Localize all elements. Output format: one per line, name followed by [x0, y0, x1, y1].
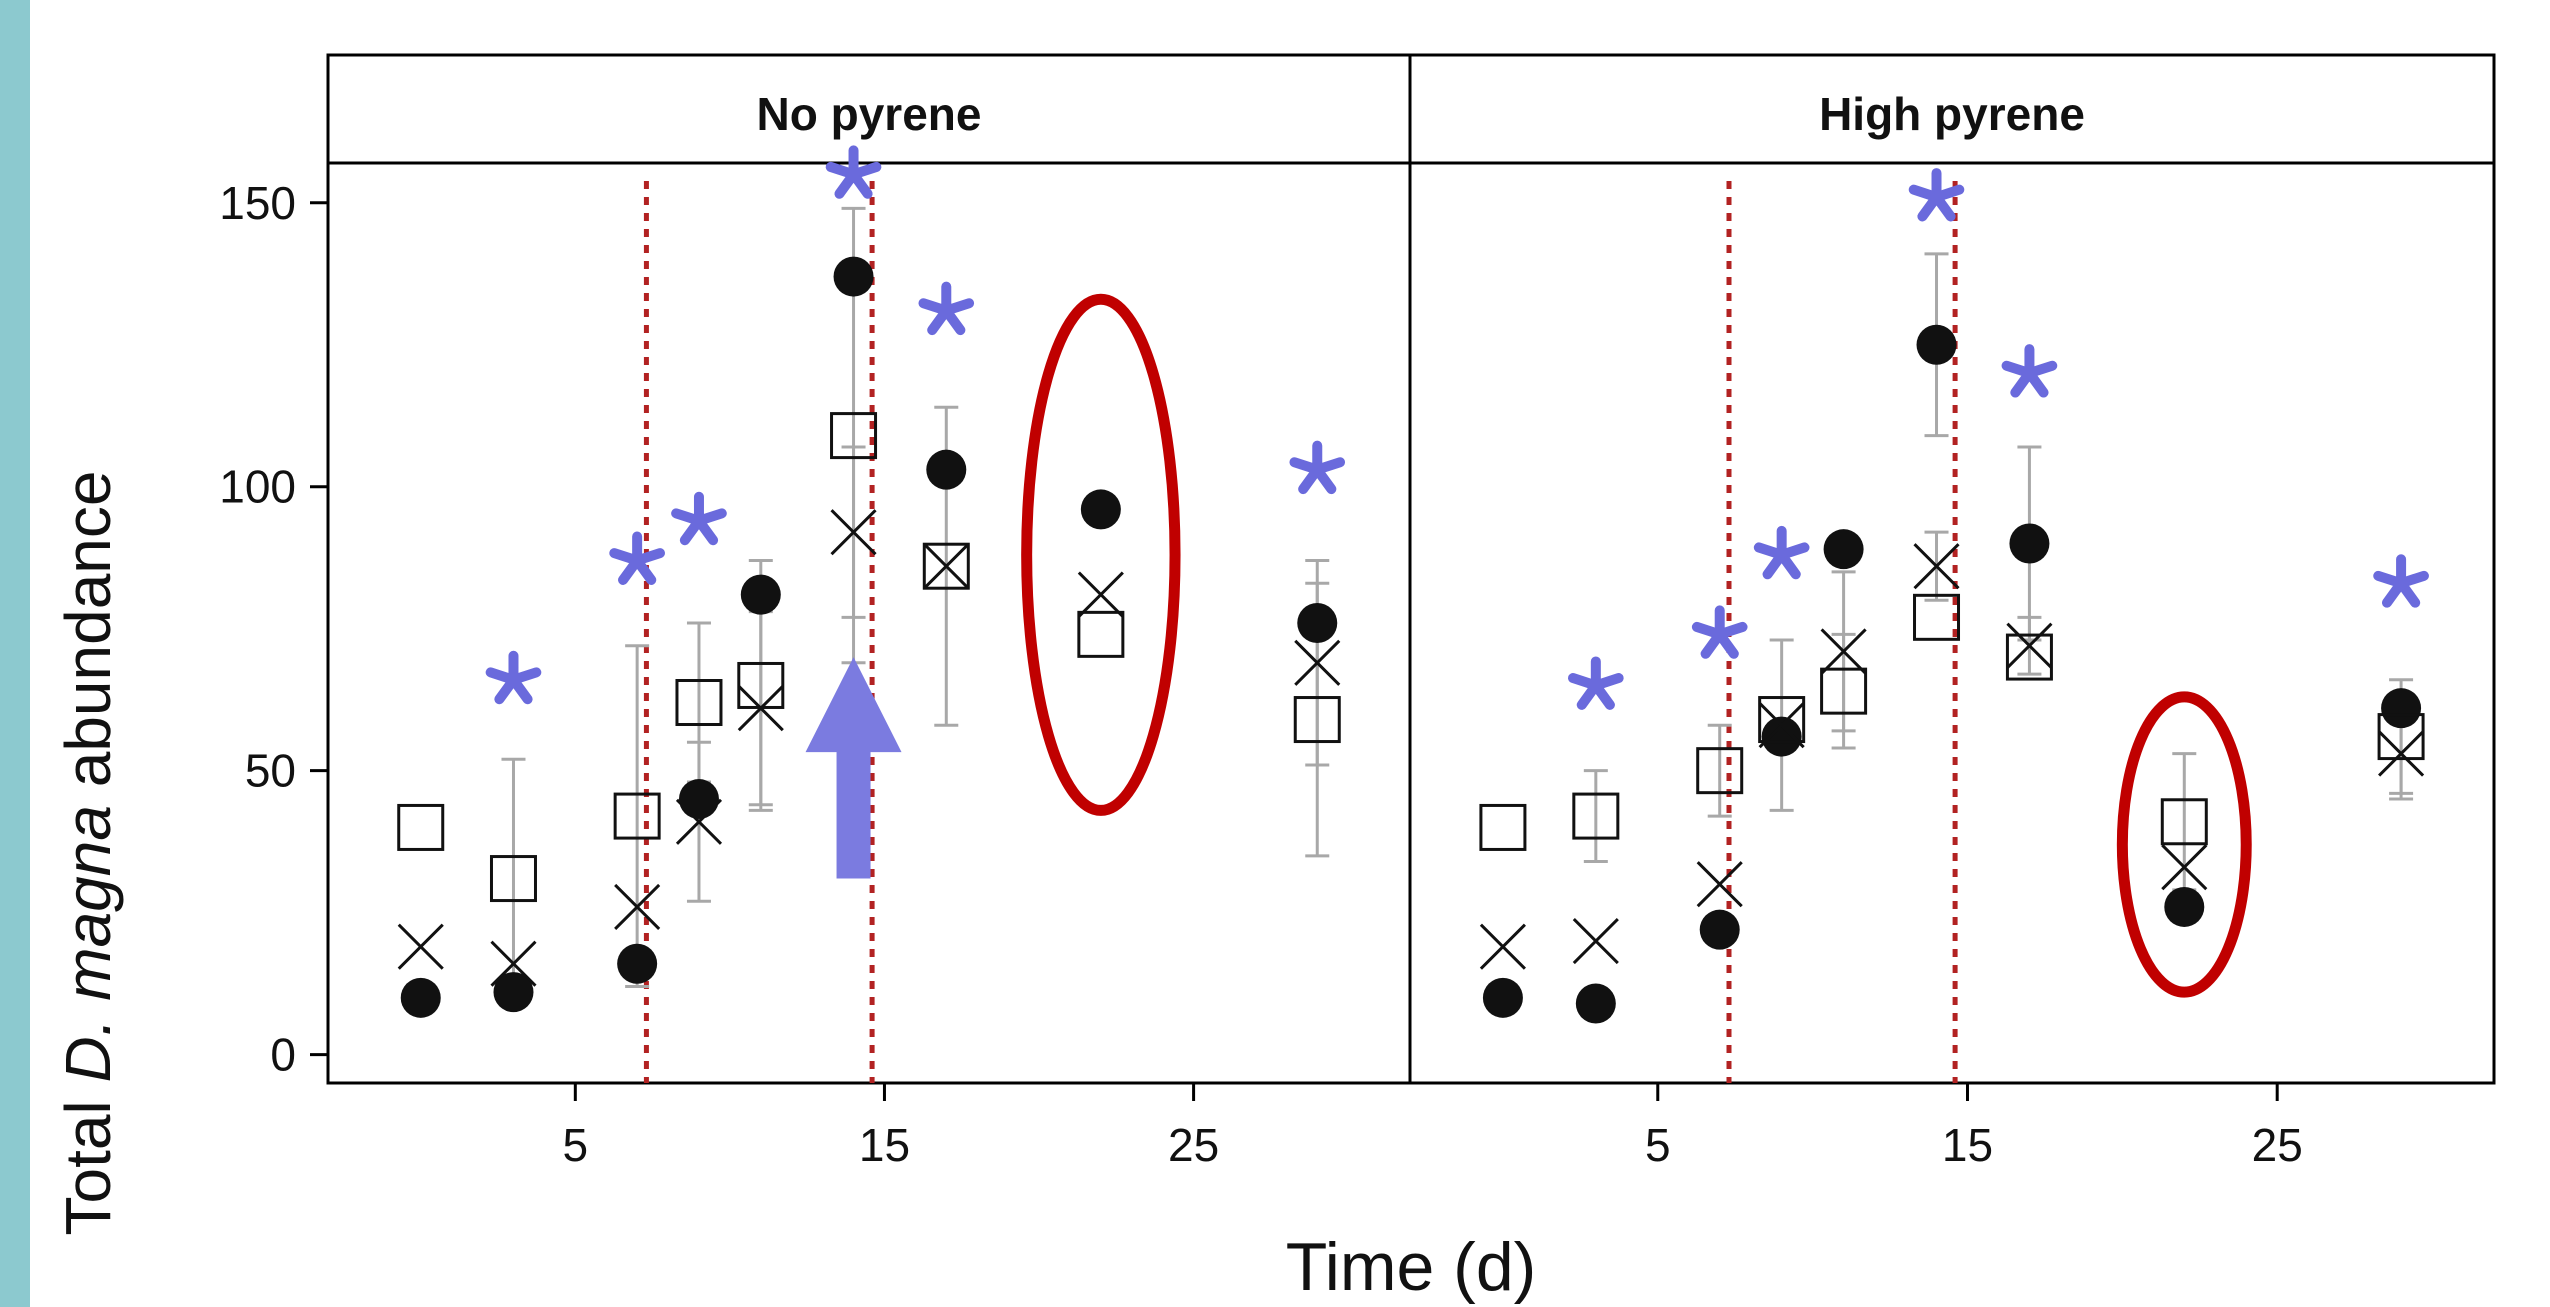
- significance-asterisk: [831, 150, 877, 193]
- significance-asterisk: [2007, 349, 2053, 392]
- marker-filled-circle: [617, 944, 657, 984]
- significance-asterisk: [1759, 531, 1805, 574]
- marker-open-square: [399, 805, 443, 849]
- significance-asterisk: [2378, 559, 2424, 602]
- marker-filled-circle: [741, 575, 781, 615]
- marker-filled-circle: [834, 257, 874, 297]
- marker-filled-circle: [1824, 529, 1864, 569]
- x-tick-label: 25: [2252, 1119, 2303, 1171]
- significance-asterisk: [1573, 661, 1619, 704]
- marker-x-cross: [1698, 862, 1742, 906]
- significance-asterisk: [491, 656, 537, 699]
- significance-asterisk: [614, 537, 660, 580]
- marker-filled-circle: [1700, 910, 1740, 950]
- x-tick-label: 15: [859, 1119, 910, 1171]
- y-tick-label: 0: [270, 1029, 296, 1081]
- significance-asterisk: [676, 497, 722, 540]
- marker-filled-circle: [2164, 887, 2204, 927]
- y-axis-label-part: Total: [52, 1083, 124, 1236]
- emphasis-arrow: [806, 657, 902, 878]
- marker-filled-circle: [1483, 978, 1523, 1018]
- marker-x-cross: [399, 925, 443, 969]
- significance-asterisk: [923, 287, 969, 330]
- x-tick-label: 25: [1168, 1119, 1219, 1171]
- y-axis-label: Total D. magna abundance: [52, 471, 124, 1236]
- marker-filled-circle: [2381, 688, 2421, 728]
- x-tick-label: 5: [563, 1119, 589, 1171]
- x-axis-label: Time (d): [1286, 1229, 1537, 1305]
- marker-filled-circle: [2009, 523, 2049, 563]
- marker-filled-circle: [401, 978, 441, 1018]
- marker-filled-circle: [1576, 983, 1616, 1023]
- y-tick-label: 150: [219, 177, 296, 229]
- marker-filled-circle: [1762, 717, 1802, 757]
- marker-open-square: [1481, 805, 1525, 849]
- y-tick-label: 50: [245, 745, 296, 797]
- panel-title: No pyrene: [757, 88, 982, 140]
- x-tick-label: 5: [1645, 1119, 1671, 1171]
- panel-no-pyrene: No pyrene 5 15 25: [399, 88, 1340, 1171]
- marker-open-square: [1915, 595, 1959, 639]
- marker-filled-circle: [1917, 325, 1957, 365]
- marker-x-cross: [1481, 925, 1525, 969]
- marker-filled-circle: [679, 779, 719, 819]
- significance-asterisk: [1294, 446, 1340, 489]
- marker-filled-circle: [926, 450, 966, 490]
- marker-open-square: [1079, 612, 1123, 656]
- significance-asterisk: [1914, 173, 1960, 216]
- highlight-ellipse: [1027, 299, 1175, 810]
- marker-x-cross: [1574, 919, 1618, 963]
- marker-x-cross: [1079, 573, 1123, 617]
- y-axis-label-part: abundance: [52, 471, 124, 806]
- x-tick-label: 15: [1942, 1119, 1993, 1171]
- y-axis-label-part: D. magna: [52, 805, 124, 1082]
- panel-title: High pyrene: [1819, 88, 2085, 140]
- y-tick-label: 100: [219, 461, 296, 513]
- significance-asterisk: [1697, 610, 1743, 653]
- marker-filled-circle: [1081, 489, 1121, 529]
- marker-filled-circle: [1297, 603, 1337, 643]
- panel-high-pyrene: High pyrene 5 15 25: [1481, 88, 2424, 1171]
